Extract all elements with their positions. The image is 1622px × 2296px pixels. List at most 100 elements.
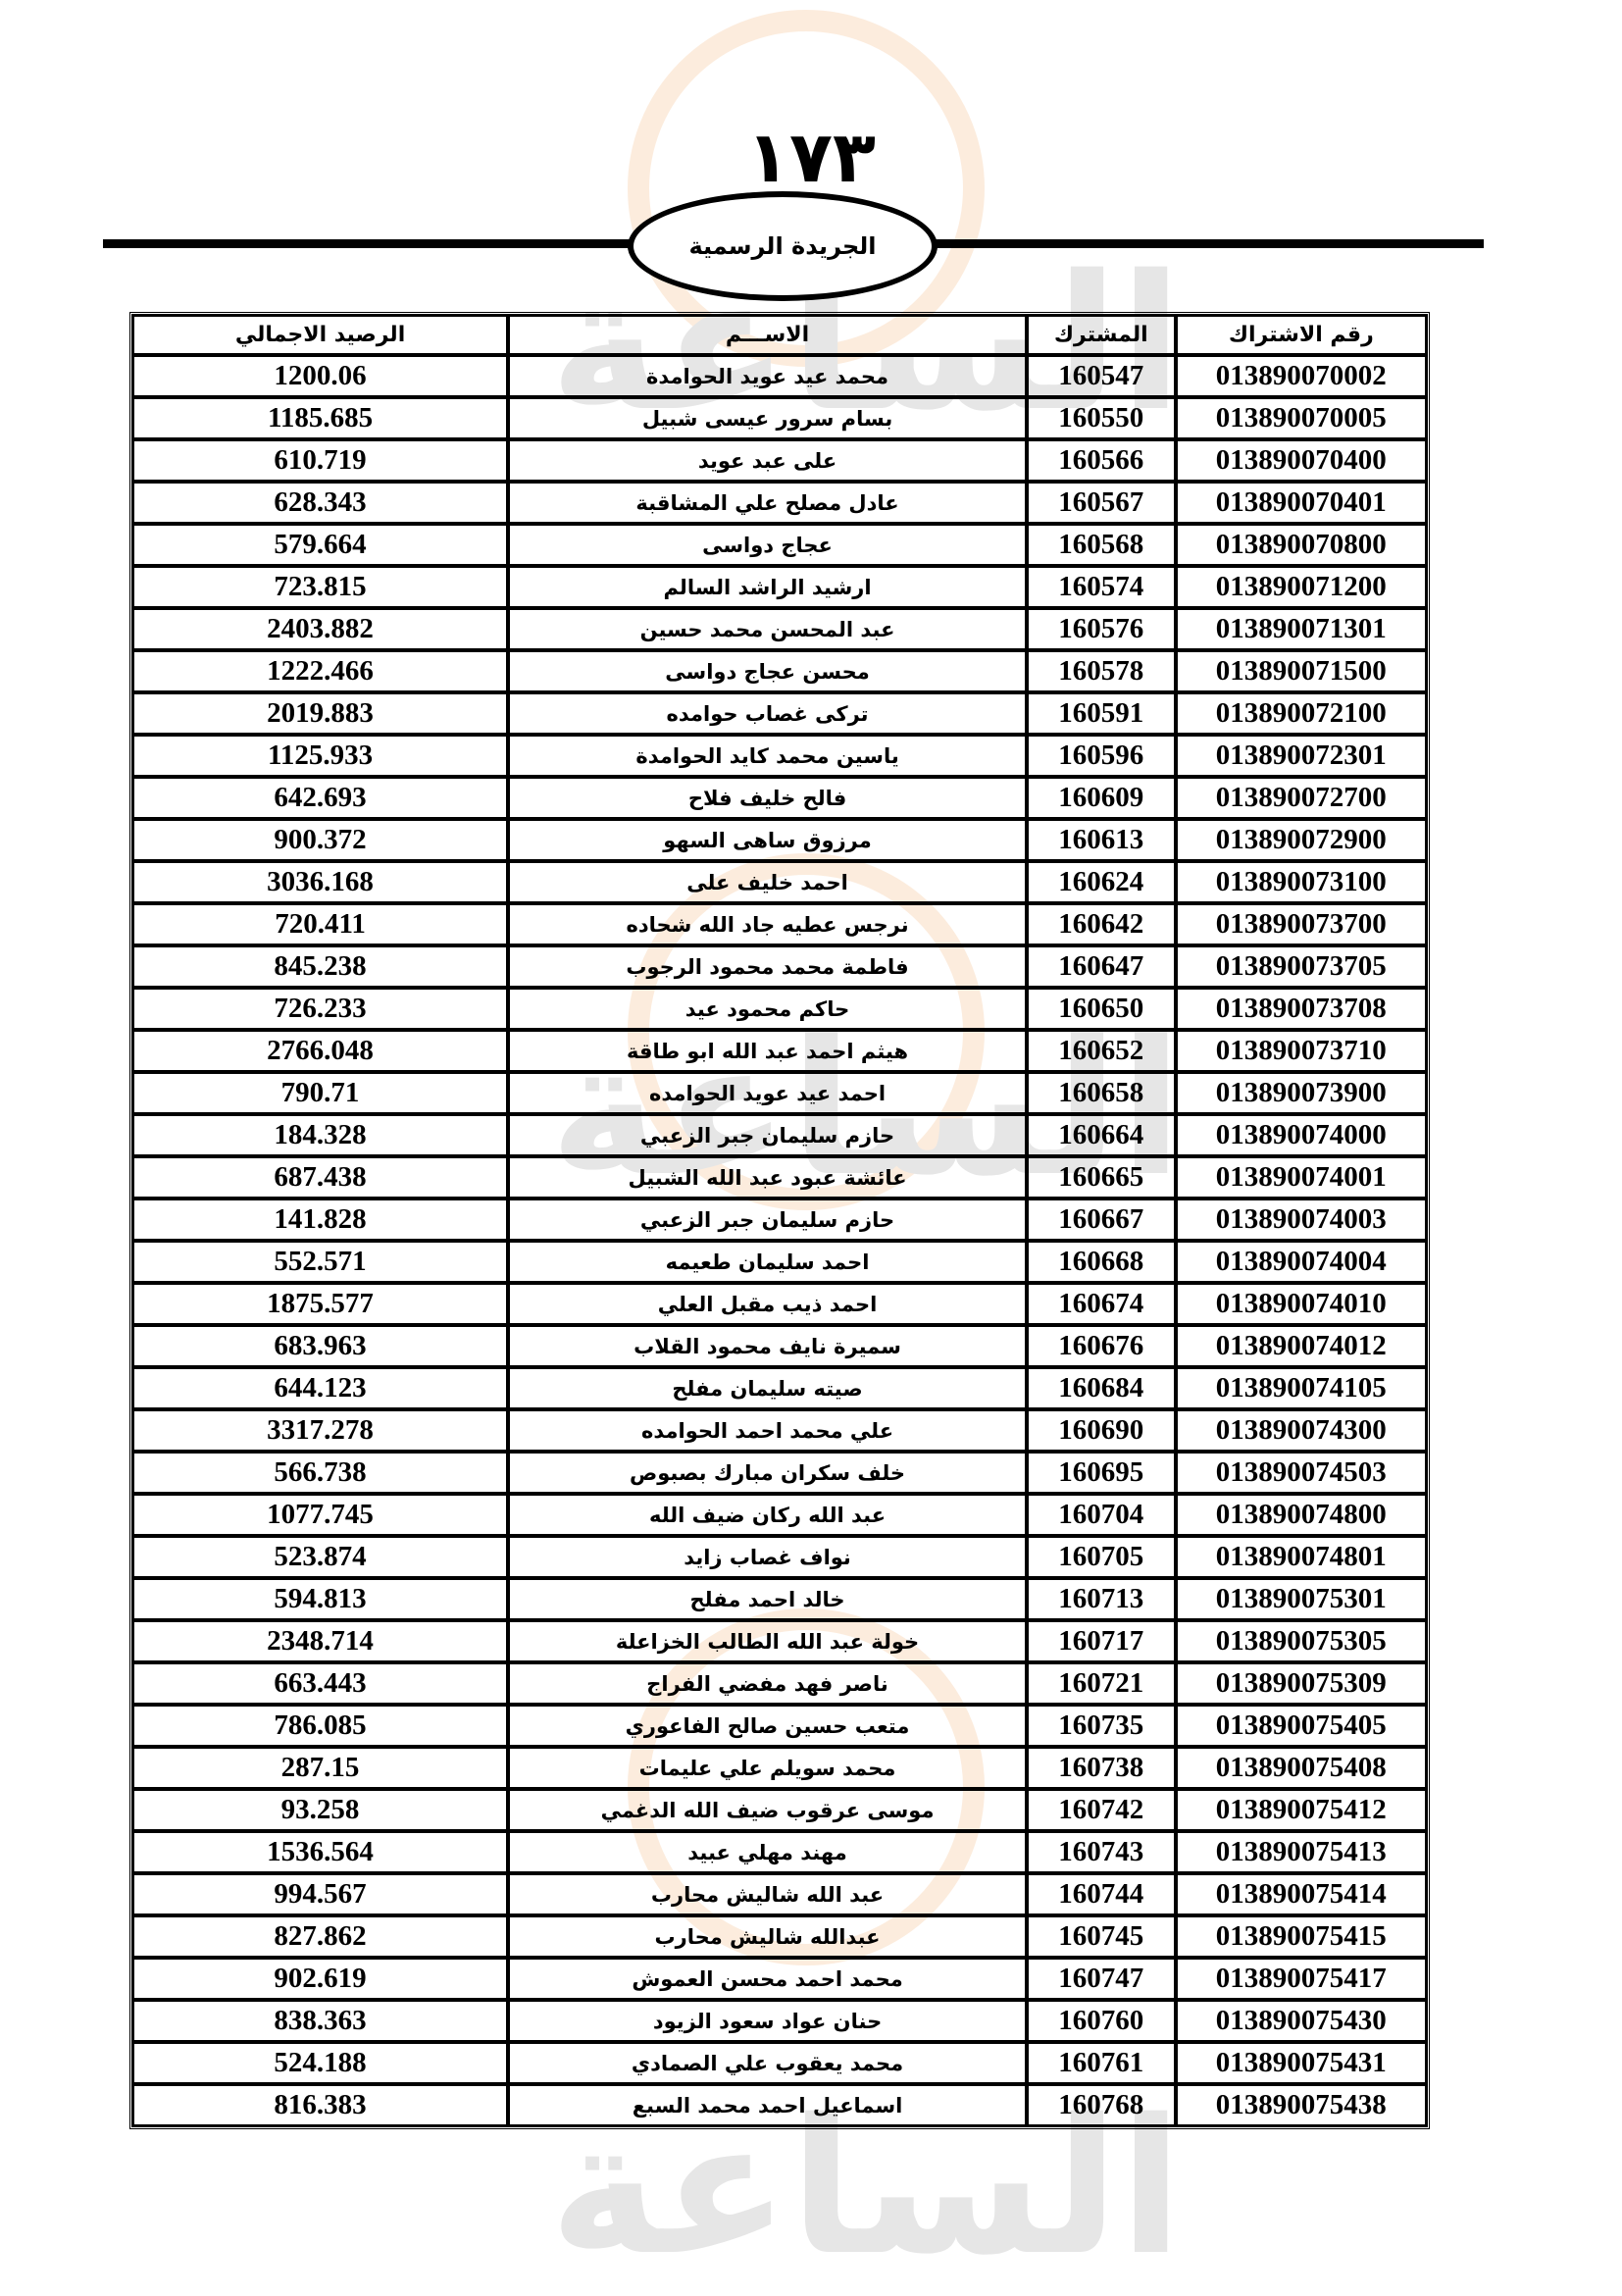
cell-balance: 579.664	[132, 524, 509, 566]
cell-balance: 594.813	[132, 1578, 509, 1620]
cell-balance: 628.343	[132, 482, 509, 524]
cell-account: 013890075413	[1175, 1831, 1427, 1873]
cell-subscriber: 160647	[1026, 945, 1176, 988]
cell-balance: 720.411	[132, 903, 509, 945]
table-row: 013890070002 160547 محمد عيد عويد الحوامدة…	[132, 355, 1427, 397]
cell-subscriber: 160674	[1026, 1283, 1176, 1325]
cell-account: 013890075405	[1175, 1705, 1427, 1747]
cell-subscriber: 160744	[1026, 1873, 1176, 1915]
cell-balance: 1200.06	[132, 355, 509, 397]
watermark-logo: الساعة	[549, 1000, 1184, 1217]
cell-balance: 523.874	[132, 1536, 509, 1578]
cell-balance: 902.619	[132, 1958, 509, 2000]
cell-subscriber: 160721	[1026, 1662, 1176, 1705]
cell-account: 013890072100	[1175, 692, 1427, 735]
cell-account: 013890075417	[1175, 1958, 1427, 2000]
cell-name: ارشيد الراشد السالم	[508, 566, 1027, 608]
table-row: 013890075414 160744 عبد الله شاليش محارب 99…	[132, 1873, 1427, 1915]
cell-subscriber: 160665	[1026, 1156, 1176, 1199]
cell-name: حاكم محمود عيد	[508, 988, 1027, 1030]
cell-balance: 3036.168	[132, 861, 509, 903]
table-row: 013890075417 160747 محمد احمد محسن العموش 9…	[132, 1958, 1427, 2000]
cell-account: 013890074503	[1175, 1452, 1427, 1494]
cell-balance: 900.372	[132, 819, 509, 861]
cell-balance: 827.862	[132, 1915, 509, 1958]
cell-account: 013890072301	[1175, 735, 1427, 777]
cell-balance: 2019.883	[132, 692, 509, 735]
cell-balance: 566.738	[132, 1452, 509, 1494]
header-balance: الرصيد الاجمالي	[132, 315, 509, 355]
table-row: 013890070400 160566 على عبد عويد 610.719	[132, 439, 1427, 482]
table-row: 013890073710 160652 هيثم احمد عبد الله ابو…	[132, 1030, 1427, 1072]
cell-name: متعب حسين صالح الفاعوري	[508, 1705, 1027, 1747]
cell-name: خولة عبد الله الطالب الخزاعلة	[508, 1620, 1027, 1662]
table-row: 013890073705 160647 فاطمة محمد محمود الرجو…	[132, 945, 1427, 988]
cell-subscriber: 160652	[1026, 1030, 1176, 1072]
cell-subscriber: 160684	[1026, 1367, 1176, 1409]
cell-subscriber: 160747	[1026, 1958, 1176, 2000]
cell-balance: 93.258	[132, 1789, 509, 1831]
table-header-row: رقم الاشتراك المشترك الاســـم الرصيد الا…	[132, 315, 1427, 355]
cell-subscriber: 160668	[1026, 1241, 1176, 1283]
cell-subscriber: 160742	[1026, 1789, 1176, 1831]
cell-subscriber: 160768	[1026, 2084, 1176, 2126]
cell-account: 013890073705	[1175, 945, 1427, 988]
table-row: 013890074800 160704 عبد الله ركان ضيف الله…	[132, 1494, 1427, 1536]
cell-name: تركى غصاب حوامده	[508, 692, 1027, 735]
cell-subscriber: 160591	[1026, 692, 1176, 735]
cell-account: 013890075431	[1175, 2042, 1427, 2084]
cell-account: 013890073900	[1175, 1072, 1427, 1114]
cell-name: عجاج دواسى	[508, 524, 1027, 566]
cell-account: 013890075438	[1175, 2084, 1427, 2126]
cell-name: عبد الله شاليش محارب	[508, 1873, 1027, 1915]
cell-account: 013890074003	[1175, 1199, 1427, 1241]
cell-balance: 1077.745	[132, 1494, 509, 1536]
cell-account: 013890075408	[1175, 1747, 1427, 1789]
table-row: 013890072700 160609 فالح خليف فلاح 642.693	[132, 777, 1427, 819]
table-row: 013890075412 160742 موسى عرقوب ضيف الله ال…	[132, 1789, 1427, 1831]
cell-balance: 994.567	[132, 1873, 509, 1915]
cell-name: محمد احمد محسن العموش	[508, 1958, 1027, 2000]
cell-account: 013890073100	[1175, 861, 1427, 903]
cell-subscriber: 160676	[1026, 1325, 1176, 1367]
cell-subscriber: 160568	[1026, 524, 1176, 566]
cell-name: محمد يعقوب علي الصمادي	[508, 2042, 1027, 2084]
cell-balance: 2403.882	[132, 608, 509, 650]
cell-subscriber: 160578	[1026, 650, 1176, 692]
table-row: 013890074003 160667 حازم سليمان جبر الزعبي…	[132, 1199, 1427, 1241]
cell-subscriber: 160717	[1026, 1620, 1176, 1662]
table-row: 013890073900 160658 احمد عيد عويد الحوامده…	[132, 1072, 1427, 1114]
cell-account: 013890071200	[1175, 566, 1427, 608]
table-row: 013890072301 160596 ياسين محمد كايد الحوام…	[132, 735, 1427, 777]
cell-account: 013890075430	[1175, 2000, 1427, 2042]
cell-subscriber: 160574	[1026, 566, 1176, 608]
cell-balance: 723.815	[132, 566, 509, 608]
cell-name: ناصر فهد مفضي الفراج	[508, 1662, 1027, 1705]
table-row: 013890070005 160550 بسام سرور عيسى شبيل 118…	[132, 397, 1427, 439]
cell-name: على عبد عويد	[508, 439, 1027, 482]
cell-subscriber: 160547	[1026, 355, 1176, 397]
cell-name: خلف سكران مبارك بصبوص	[508, 1452, 1027, 1494]
header-account: رقم الاشتراك	[1175, 315, 1427, 355]
cell-balance: 644.123	[132, 1367, 509, 1409]
cell-name: حنان عواد سعود الزيود	[508, 2000, 1027, 2042]
cell-subscriber: 160695	[1026, 1452, 1176, 1494]
cell-account: 013890070005	[1175, 397, 1427, 439]
table-row: 013890075430 160760 حنان عواد سعود الزيود 8…	[132, 2000, 1427, 2042]
cell-name: حازم سليمان جبر الزعبي	[508, 1114, 1027, 1156]
cell-balance: 838.363	[132, 2000, 509, 2042]
cell-name: سميرة نايف محمود القلاب	[508, 1325, 1027, 1367]
table-row: 013890074004 160668 احمد سليمان طعيمه 552.5…	[132, 1241, 1427, 1283]
cell-account: 013890074800	[1175, 1494, 1427, 1536]
cell-name: محسن عجاج دواسى	[508, 650, 1027, 692]
gazette-title: الجريدة الرسمية	[688, 232, 877, 260]
table-row: 013890071500 160578 محسن عجاج دواسى 1222.46…	[132, 650, 1427, 692]
table-row: 013890072900 160613 مرزوق ساهى السهو 900.37…	[132, 819, 1427, 861]
cell-subscriber: 160745	[1026, 1915, 1176, 1958]
cell-balance: 663.443	[132, 1662, 509, 1705]
cell-account: 013890074012	[1175, 1325, 1427, 1367]
cell-balance: 816.383	[132, 2084, 509, 2126]
cell-subscriber: 160735	[1026, 1705, 1176, 1747]
cell-account: 013890074010	[1175, 1283, 1427, 1325]
cell-name: موسى عرقوب ضيف الله الدغمي	[508, 1789, 1027, 1831]
